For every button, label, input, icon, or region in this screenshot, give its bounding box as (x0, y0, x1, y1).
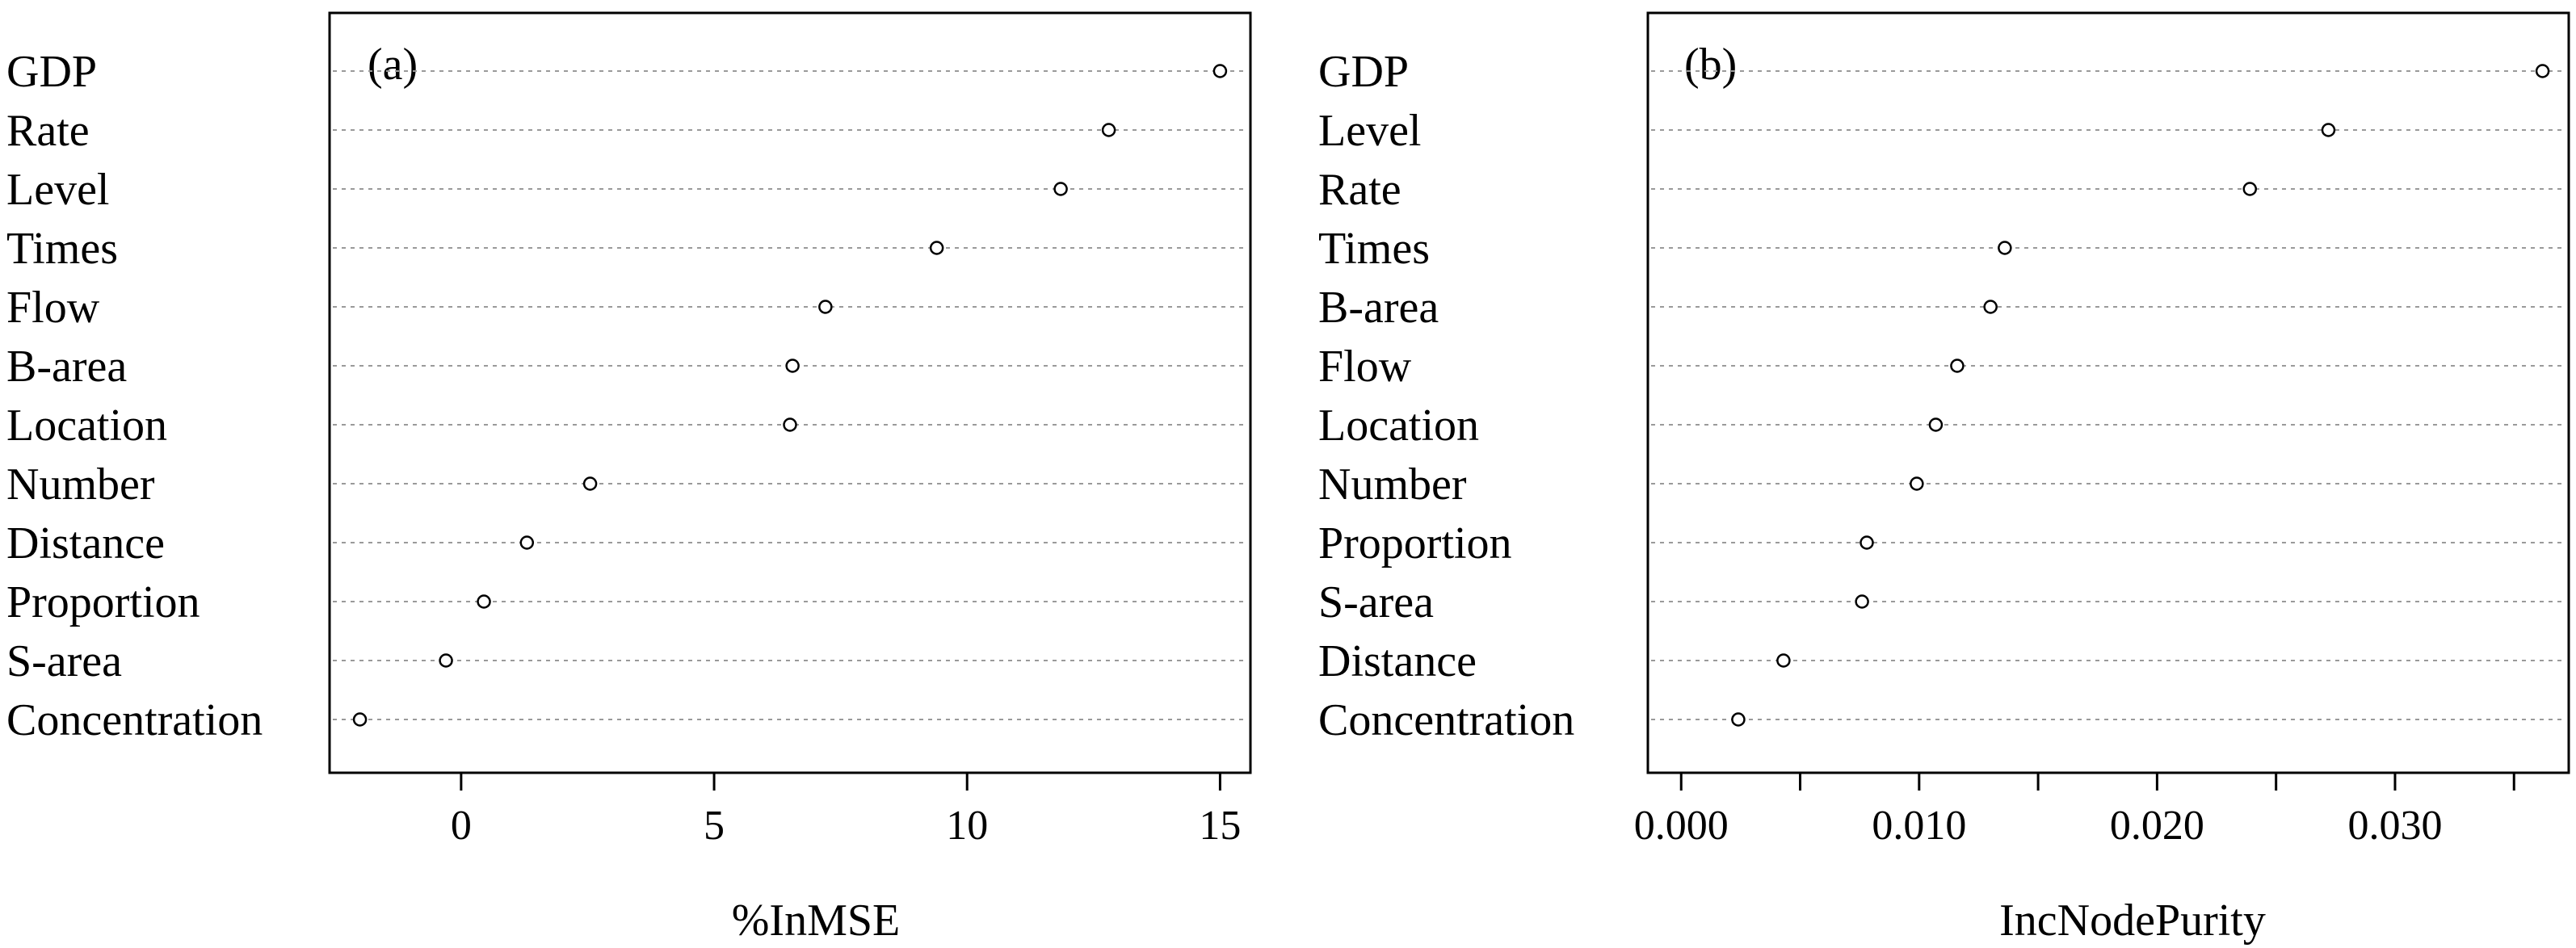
panel-a-category-label: S-area (6, 636, 122, 686)
panel-a-data-point (785, 359, 800, 373)
panel-b-data-point (1998, 241, 2012, 255)
panel-a-category-label: Proportion (6, 577, 200, 627)
panel-a-tick-label: 5 (704, 803, 725, 849)
panel-b-label: (b) (1684, 40, 1737, 90)
panel-a-data-point (519, 535, 535, 550)
panel-a: (a) GDP Rate Level Times Flow B-area Location N… (6, 11, 1252, 946)
panel-a-data-point (352, 712, 368, 727)
panel-b-data-point (1950, 359, 1965, 373)
panel-b: (b) GDP Level Rate Times B-area Flow Location N… (1318, 11, 2570, 946)
panel-b-x-axis: 0.000 0.010 0.020 0.030 (1634, 771, 2515, 849)
panel-a-label: (a) (368, 40, 418, 90)
panel-a-category-label: Number (6, 459, 155, 510)
panel-a-x-axis: 0 5 10 15 (451, 771, 1241, 849)
panel-a-category-label: Distance (6, 518, 165, 568)
panel-b-tick-label: 0.010 (1872, 803, 1966, 849)
panel-b-category-label: Proportion (1318, 518, 1512, 568)
panel-a-data-point (582, 476, 598, 491)
panel-b-tick-label: 0.020 (2110, 803, 2204, 849)
panel-b-category-label: Rate (1318, 165, 1401, 215)
panel-a-category-label: GDP (6, 47, 97, 97)
panel-b-category-label: Concentration (1318, 695, 1574, 745)
panel-a-data-point (783, 417, 797, 432)
panel-a-tick-label: 10 (946, 803, 988, 849)
panel-b-data-point (1928, 417, 1944, 432)
panel-a-data-point (1212, 64, 1228, 78)
panel-b-data-point (2242, 182, 2258, 196)
panel-b-data-point (2321, 123, 2336, 137)
panel-b-data-point (1731, 712, 1746, 727)
panel-a-rows: GDP Rate Level Times Flow B-area Location Numbe… (6, 47, 1247, 745)
panel-b-category-label: Level (1318, 106, 1421, 156)
panel-a-data-point (1101, 123, 1116, 137)
panel-b-category-label: Times (1318, 224, 1430, 274)
panel-b-category-label: B-area (1318, 283, 1439, 333)
panel-a-category-label: Flow (6, 283, 100, 333)
panel-b-data-point (1860, 535, 1874, 550)
panel-b-data-point (1983, 300, 1998, 314)
panel-b-tick-label: 0.030 (2347, 803, 2442, 849)
panel-b-x-axis-title: IncNodePurity (1999, 896, 2266, 946)
panel-b-category-label: Location (1318, 401, 1479, 451)
panel-b-rows: GDP Level Rate Times B-area Flow Location Numbe… (1318, 47, 2565, 745)
panel-a-category-label: Rate (6, 106, 90, 156)
panel-a-category-label: Location (6, 401, 167, 451)
panel-a-tick-label: 0 (451, 803, 472, 849)
panel-b-category-label: Number (1318, 459, 1467, 510)
panel-b-category-label: S-area (1318, 577, 1434, 627)
panel-b-category-label: Flow (1318, 342, 1412, 392)
panel-a-category-label: Level (6, 165, 109, 215)
panel-a-category-label: Concentration (6, 695, 263, 745)
panel-b-data-point (1910, 476, 1924, 491)
panel-a-data-point (1053, 182, 1068, 196)
panel-b-category-label: Distance (1318, 636, 1477, 686)
panel-b-data-point (1855, 594, 1869, 609)
panel-b-category-label: GDP (1318, 47, 1409, 97)
panel-a-data-point (477, 594, 491, 609)
panel-a-category-label: B-area (6, 342, 127, 392)
panel-a-tick-label: 15 (1199, 803, 1241, 849)
panel-a-category-label: Times (6, 224, 118, 274)
panel-a-data-point (439, 653, 453, 668)
panel-a-data-point (818, 300, 833, 314)
panel-b-tick-label: 0.000 (1634, 803, 1729, 849)
panel-a-x-axis-title: %InMSE (732, 896, 900, 946)
panel-b-data-point (2535, 64, 2550, 78)
panel-b-data-point (1776, 653, 1791, 668)
panel-a-data-point (929, 241, 944, 255)
